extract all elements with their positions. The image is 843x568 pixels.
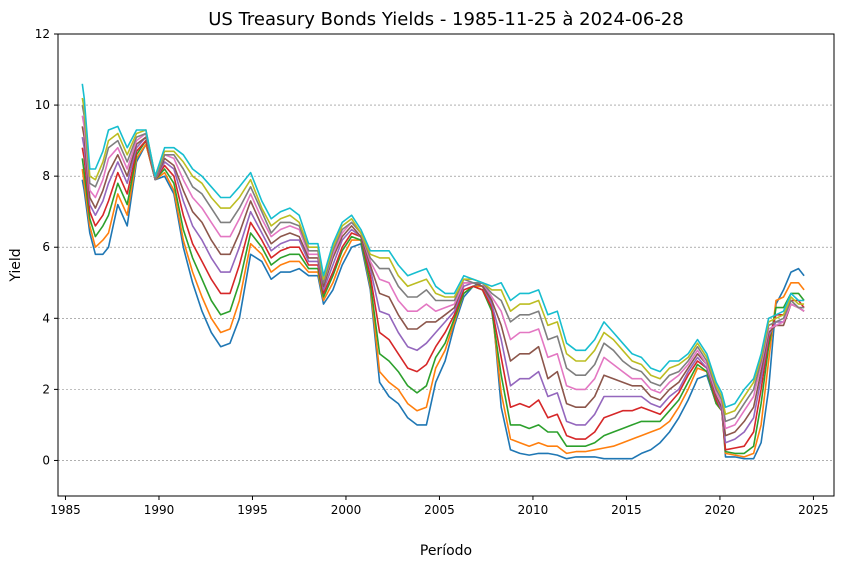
x-axis-label: Período [420,543,472,559]
y-tick-label: 4 [42,311,50,325]
x-tick-label: 2025 [798,503,829,517]
series-line-5 [81,136,805,444]
x-tick-label: 2020 [705,503,736,517]
series-line-9 [81,97,805,416]
x-tick-label: 1990 [144,503,175,517]
x-tick-label: 2005 [424,503,455,517]
y-tick-label: 8 [42,169,50,183]
y-tick-label: 6 [42,240,50,254]
y-tick-label: 12 [35,27,50,41]
x-tick-label: 2000 [331,503,362,517]
grid-layer [58,104,834,461]
series-line-4 [81,139,805,451]
y-axis-label: Yield [8,248,24,282]
x-tick-label: 1995 [237,503,268,517]
series-line-3 [81,139,805,455]
y-tick-label: 0 [42,453,50,467]
series-line-7 [81,115,805,430]
series-line-8 [81,104,805,423]
y-tick-label: 2 [42,382,50,396]
y-tick-label: 10 [35,98,50,112]
series-line-2 [81,143,805,458]
x-tick-label: 2015 [611,503,642,517]
x-tick-label: 2010 [518,503,549,517]
series-line-1 [81,143,805,460]
series-line-10 [81,83,805,409]
tick-layer: 0 2 4 6 8 10 12 1985 1990 1995 2000 2005 2010 2015 202… [35,27,829,517]
x-tick-label: 1985 [50,503,81,517]
chart-title: US Treasury Bonds Yields - 1985-11-25 à … [208,9,684,30]
series-line-6 [81,126,805,437]
series-layer [81,83,805,460]
plot-frame [57,33,835,497]
